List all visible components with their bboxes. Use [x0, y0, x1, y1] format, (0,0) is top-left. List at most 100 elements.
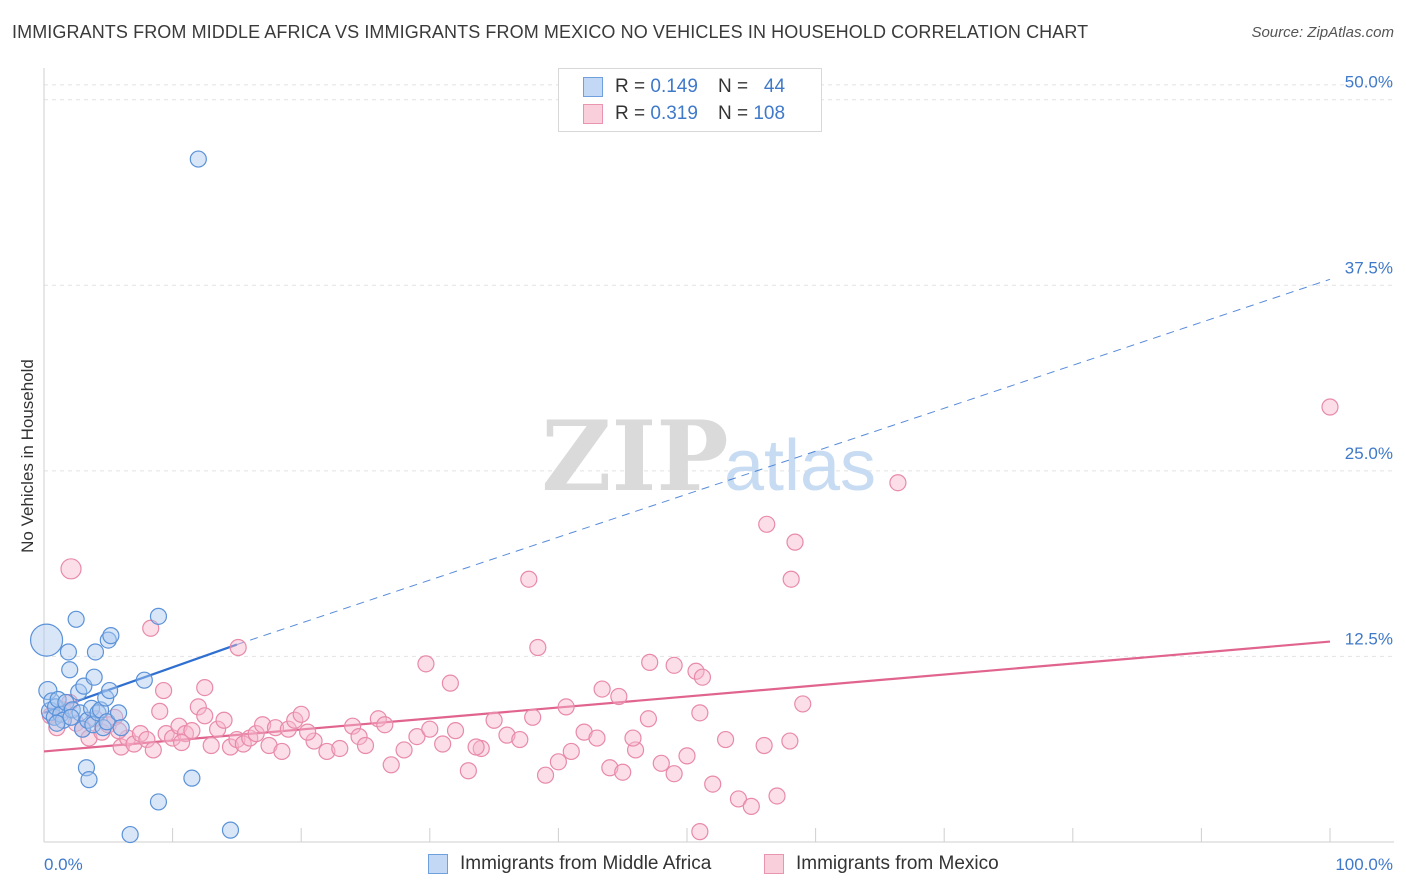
point-mexico — [189, 698, 207, 716]
trend-line-middle-africa-dashed — [236, 278, 1331, 646]
point-mexico — [459, 762, 477, 780]
point-mexico — [234, 735, 252, 753]
y-tick-label: 25.0% — [1345, 444, 1393, 463]
point-mexico — [601, 759, 619, 777]
point-mexico — [588, 729, 606, 747]
point-mexico — [665, 656, 683, 674]
point-mexico — [299, 723, 317, 741]
point-mexico — [610, 687, 628, 706]
point-mexico — [529, 638, 547, 657]
watermark-zip: ZIP — [541, 400, 728, 513]
legend-n-value: 44 — [763, 76, 786, 97]
bottom-legend-swatch-blue — [428, 854, 448, 874]
point-mexico — [417, 655, 435, 673]
point-mexico — [441, 674, 459, 692]
point-mexico — [742, 797, 760, 815]
point-middle-africa — [121, 825, 139, 844]
point-mexico — [292, 705, 310, 723]
legend-swatch-pink — [583, 104, 603, 124]
point-mexico — [331, 739, 349, 758]
source-label: Source: ZipAtlas.com — [1251, 24, 1394, 41]
chart-title: IMMIGRANTS FROM MIDDLE AFRICA VS IMMIGRA… — [12, 22, 1089, 42]
point-middle-africa — [189, 150, 207, 168]
point-mexico — [173, 733, 191, 752]
point-mexico — [768, 787, 786, 805]
trend-line-mexico — [43, 640, 1331, 753]
point-mexico — [693, 668, 712, 686]
point-mexico — [593, 680, 611, 698]
point-mexico — [652, 754, 670, 772]
point-mexico — [279, 720, 297, 738]
point-mexico — [678, 747, 696, 765]
point-mexico — [350, 727, 368, 746]
y-tick-label: 37.5% — [1345, 258, 1393, 277]
point-mexico — [716, 730, 735, 749]
point-middle-africa — [100, 681, 119, 700]
legend-n-label: N = — [717, 76, 749, 97]
point-mexico — [691, 704, 709, 722]
point-mexico — [131, 725, 150, 743]
point-mexico — [786, 533, 804, 551]
x-tick-label: 0.0% — [44, 855, 83, 874]
point-mexico — [485, 711, 503, 729]
trend-lines — [43, 278, 1331, 753]
point-mexico — [691, 823, 709, 841]
point-middle-africa — [29, 623, 64, 657]
point-mexico — [151, 702, 169, 720]
point-mexico — [704, 775, 722, 793]
bottom-legend-label: Immigrants from Middle Africa — [460, 853, 712, 874]
point-mexico — [60, 558, 82, 580]
correlation-legend: R = 0.149 N = 44 R = 0.319 N = 108 — [558, 68, 822, 132]
point-mexico — [196, 678, 214, 697]
point-mexico — [144, 741, 162, 759]
point-middle-africa — [38, 680, 58, 701]
point-mexico — [524, 708, 542, 726]
point-mexico — [196, 707, 214, 725]
point-mexico — [781, 732, 799, 750]
point-mexico — [782, 570, 800, 588]
trend-line-middle-africa — [43, 643, 238, 714]
point-middle-africa — [109, 704, 128, 722]
point-mexico — [318, 742, 336, 761]
bottom-legend-mexico: Immigrants from Mexico — [764, 852, 999, 876]
point-mexico — [305, 732, 323, 750]
legend-r-label: R = — [615, 103, 646, 124]
point-middle-africa — [80, 771, 98, 789]
point-mexico — [142, 619, 160, 637]
point-mexico — [229, 638, 247, 657]
point-mexico — [369, 710, 387, 728]
y-tick-label: 50.0% — [1345, 73, 1393, 92]
point-mexico — [889, 474, 907, 492]
point-mexico — [138, 730, 156, 749]
point-mexico — [408, 727, 426, 746]
point-mexico — [247, 725, 265, 743]
data-points — [29, 150, 1339, 844]
point-mexico — [536, 766, 555, 784]
bottom-legend-label: Immigrants from Mexico — [796, 853, 999, 874]
legend-n-label: N = — [717, 103, 749, 124]
point-mexico — [467, 738, 485, 756]
point-middle-africa — [221, 821, 240, 839]
legend-row-mexico: R = 0.319 N = 108 — [583, 102, 785, 126]
point-mexico — [266, 719, 285, 737]
point-mexico — [549, 753, 568, 771]
point-mexico — [641, 653, 659, 671]
point-mexico — [273, 742, 291, 761]
point-mexico — [183, 722, 201, 740]
point-mexico — [624, 729, 642, 747]
point-middle-africa — [149, 793, 168, 811]
point-mexico — [562, 742, 580, 761]
point-mexico — [434, 735, 452, 753]
point-mexico — [421, 720, 439, 738]
tick-labels: 12.5% 25.0% 37.5% 50.0% 0.0% 100.0% — [44, 73, 1393, 874]
point-middle-africa — [135, 671, 153, 689]
point-middle-africa — [102, 627, 120, 645]
point-mexico — [344, 717, 362, 735]
legend-row-middle-africa: R = 0.149 N = 44 — [583, 75, 785, 99]
watermark-atlas: atlas — [724, 426, 876, 506]
point-middle-africa — [62, 708, 80, 726]
point-mexico — [356, 736, 375, 755]
point-mexico — [520, 570, 538, 588]
gridlines — [44, 84, 1394, 657]
